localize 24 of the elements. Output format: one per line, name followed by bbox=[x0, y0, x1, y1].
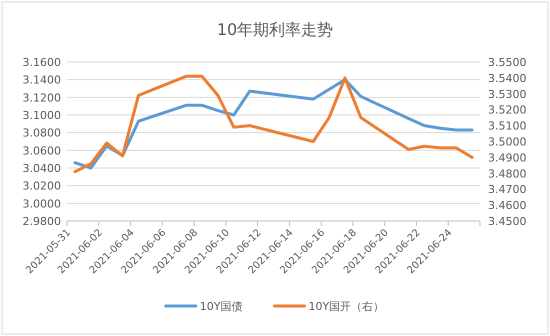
y2-tick-label: 3.5400 bbox=[488, 72, 526, 85]
y-tick-label: 3.1000 bbox=[22, 109, 61, 122]
y-tick-label: 3.1200 bbox=[22, 91, 61, 104]
y2-tick-label: 3.4500 bbox=[488, 215, 526, 228]
y-tick-label: 3.0800 bbox=[22, 126, 61, 140]
legend-label: 10Y国开（右） bbox=[308, 300, 384, 313]
y2-tick-label: 3.4800 bbox=[488, 167, 526, 180]
y2-tick-label: 3.5000 bbox=[488, 136, 526, 148]
y2-tick-label: 3.4700 bbox=[488, 183, 526, 196]
y2-tick-label: 3.5300 bbox=[488, 88, 526, 101]
y-tick-label: 3.0200 bbox=[22, 180, 61, 193]
y-tick-label: 2.9800 bbox=[22, 215, 61, 228]
y2-tick-label: 3.5500 bbox=[488, 56, 526, 69]
y-tick-label: 3.1600 bbox=[22, 56, 61, 69]
y-tick-label: 3.0000 bbox=[22, 197, 61, 210]
y2-tick-label: 3.4600 bbox=[488, 199, 526, 212]
y-tick-label: 3.1400 bbox=[22, 74, 61, 87]
y2-tick-label: 3.4900 bbox=[488, 151, 526, 164]
y2-tick-label: 3.5100 bbox=[488, 120, 526, 133]
y2-tick-label: 3.5200 bbox=[488, 104, 526, 117]
legend-label: 10Y国债 bbox=[200, 300, 242, 313]
y-tick-label: 3.0400 bbox=[22, 162, 61, 175]
y-tick-label: 3.0600 bbox=[22, 144, 61, 158]
chart-title: 10年期利率走势 bbox=[216, 20, 334, 39]
